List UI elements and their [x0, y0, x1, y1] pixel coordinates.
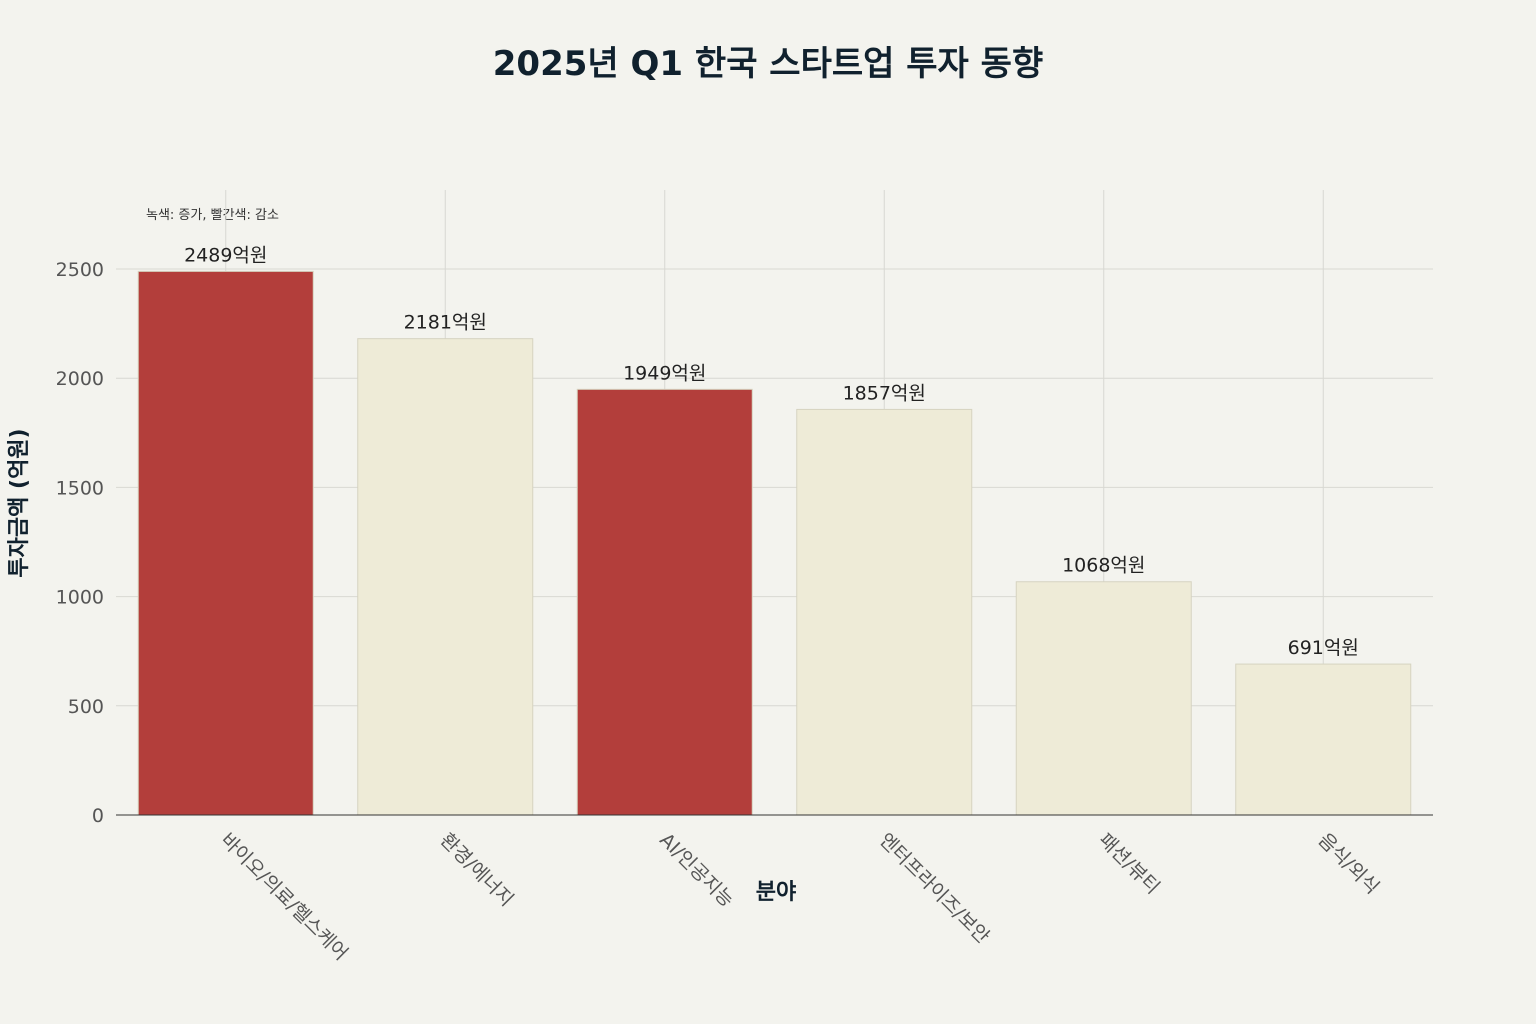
- y-tick-label: 500: [68, 696, 104, 718]
- bar: [1235, 663, 1412, 816]
- x-tick-label: AI/인공지능: [655, 829, 738, 912]
- data-label: 1949억원: [623, 362, 706, 384]
- data-label: 1857억원: [843, 382, 926, 404]
- bars: [137, 270, 1412, 816]
- y-axis-ticks: 0 500 1000 1500 2000 2500: [56, 259, 104, 827]
- data-label: 691억원: [1288, 637, 1359, 659]
- data-label: 1068억원: [1062, 555, 1145, 577]
- data-label: 2181억원: [404, 312, 487, 334]
- y-axis-title: 투자금액 (억원): [7, 428, 32, 577]
- y-tick-label: 1500: [56, 477, 104, 499]
- bar: [576, 388, 753, 816]
- chart-title: 2025년 Q1 한국 스타트업 투자 동향: [493, 44, 1043, 84]
- x-axis-title: 분야: [756, 880, 796, 905]
- y-tick-label: 2000: [56, 368, 104, 390]
- y-tick-label: 0: [92, 805, 104, 827]
- bar: [796, 408, 973, 816]
- bar: [1015, 581, 1192, 816]
- data-label: 2489억원: [184, 244, 267, 266]
- x-tick-label: 패션/뷰티: [1094, 829, 1164, 899]
- x-axis-ticks: 바이오/의료/헬스케어 환경/에너지 AI/인공지능 엔터프라이즈/보안 패션/뷰티 음식…: [216, 829, 1383, 965]
- x-tick-label: 음식/외식: [1314, 829, 1384, 899]
- y-tick-label: 2500: [56, 259, 104, 281]
- x-tick-label: 환경/에너지: [436, 829, 518, 911]
- y-tick-label: 1000: [56, 587, 104, 609]
- x-tick-label: 엔터프라이즈/보안: [875, 829, 994, 948]
- chart-annotation: 녹색: 증가, 빨간색: 감소: [146, 208, 279, 223]
- x-tick-label: 바이오/의료/헬스케어: [216, 829, 352, 965]
- bar: [357, 338, 534, 816]
- bar: [137, 270, 314, 816]
- data-labels: 2489억원 2181억원 1949억원 1857억원 1068억원 691억원: [184, 244, 1359, 659]
